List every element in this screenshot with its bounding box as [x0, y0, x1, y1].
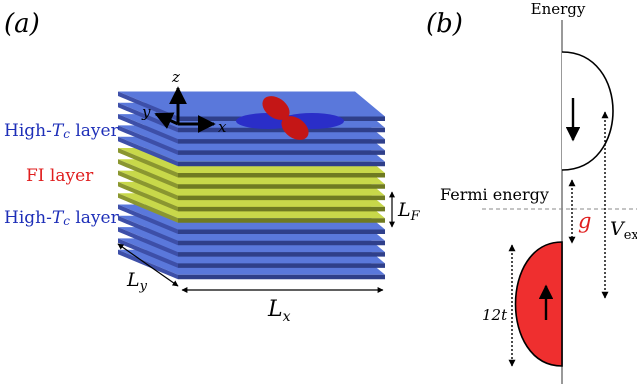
layer-side-edge: [118, 170, 178, 201]
layer-front-edge: [178, 240, 385, 246]
layer-front-edge: [178, 184, 385, 189]
lf-label: LF: [397, 199, 421, 224]
layer-front-edge: [178, 139, 385, 144]
layer-front-edge: [178, 218, 385, 223]
layer-front-edge: [178, 206, 385, 212]
fermi-energy-label: Fermi energy: [440, 185, 549, 204]
layer-front-edge: [178, 195, 385, 201]
orbital-lobe-red-top: [262, 96, 290, 120]
layer-side-edge: [118, 114, 178, 144]
ly-label: Ly: [126, 269, 148, 294]
coordinate-axes: z x y: [141, 68, 227, 136]
layer-side-edge: [118, 204, 178, 234]
bandwidth-label: 12t: [482, 306, 508, 324]
layer-front-edge: [178, 252, 385, 257]
panel-a-label: (a): [4, 9, 40, 39]
z-axis-label: z: [171, 68, 180, 86]
layer-front-edge: [178, 161, 385, 167]
high-tc-label-bottom: High-Tc layer: [4, 208, 120, 228]
spin-up-band: [514, 241, 563, 367]
layer-front-edge: [178, 274, 385, 280]
layer-front-edge: [178, 173, 385, 178]
fi-layer-label: FI layer: [26, 166, 94, 186]
panel-a: (a) z x y High-Tc layer FI layer High-Tc…: [4, 9, 421, 325]
energy-axis-label: Energy: [531, 0, 586, 18]
gap-label: g: [578, 209, 591, 233]
ly-dimension: Ly: [117, 243, 179, 294]
orbital-lobe-red-bottom: [281, 116, 309, 140]
lx-dimension: Lx: [181, 287, 384, 325]
panel-b-label: (b): [426, 9, 463, 39]
vex-label: Vex: [610, 218, 637, 243]
lf-dimension: LF: [389, 191, 421, 228]
layer-side-edge: [118, 215, 178, 246]
panel-b: (b) Energy Fermi energy g Vex 12t: [426, 0, 637, 384]
layer-front-edge: [178, 150, 385, 155]
layer-side-edge: [118, 159, 178, 189]
d-wave-orbital: [236, 96, 344, 140]
high-tc-label-top: High-Tc layer: [4, 121, 120, 141]
ly-arrow: [117, 243, 179, 287]
lx-label: Lx: [267, 297, 291, 325]
y-axis-label: y: [141, 103, 151, 121]
layer-side-edge: [118, 181, 178, 212]
layer-side-edge: [118, 193, 178, 223]
y-axis: [154, 112, 179, 129]
layer-side-edge: [118, 148, 178, 178]
layer-front-edge: [178, 127, 385, 133]
x-axis-label: x: [218, 118, 227, 136]
layer-front-edge: [178, 263, 385, 268]
layer-side-edge: [118, 125, 178, 155]
layer-side-edge: [118, 136, 178, 167]
layer-front-edge: [178, 229, 385, 234]
